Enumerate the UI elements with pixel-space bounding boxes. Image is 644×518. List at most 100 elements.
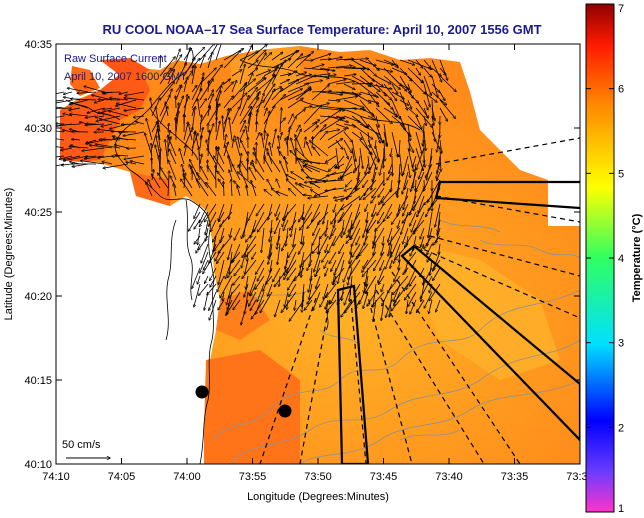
current-vector <box>325 219 329 236</box>
current-vector <box>300 211 313 230</box>
current-vector <box>411 171 417 191</box>
current-vector <box>304 195 313 196</box>
current-vector <box>301 219 305 244</box>
current-vector <box>213 235 217 252</box>
current-vector <box>255 53 266 69</box>
current-vector <box>101 123 113 127</box>
current-vector <box>373 283 377 307</box>
current-vector <box>287 98 303 109</box>
current-vector <box>390 147 392 157</box>
current-vector <box>391 131 398 157</box>
current-vector <box>206 182 217 197</box>
current-vector <box>351 227 361 247</box>
current-vector <box>348 211 361 232</box>
current-vector <box>311 85 329 101</box>
current-vector <box>100 119 121 125</box>
current-vector <box>344 211 353 235</box>
current-vector <box>341 187 361 201</box>
current-vector <box>247 73 253 85</box>
current-vector <box>183 77 188 93</box>
current-vector <box>375 139 376 148</box>
current-vector <box>335 195 353 201</box>
current-vector <box>331 227 337 236</box>
current-vector <box>159 57 175 77</box>
current-vector <box>110 123 129 129</box>
current-vector <box>92 95 113 101</box>
current-vector <box>375 67 393 72</box>
current-vector <box>96 116 105 118</box>
current-vector <box>233 299 241 310</box>
current-vector <box>356 171 369 189</box>
current-vector <box>407 123 410 141</box>
current-vector <box>431 107 435 121</box>
current-vector <box>359 115 369 127</box>
current-vector <box>268 283 273 296</box>
current-vector <box>327 57 342 61</box>
current-vector <box>253 153 265 173</box>
current-vector <box>303 161 329 165</box>
y-tick-label: 40:15 <box>24 375 52 387</box>
current-vector <box>372 291 385 307</box>
current-vector <box>437 171 441 181</box>
current-vector <box>237 186 241 197</box>
current-vector <box>331 291 337 304</box>
current-vector <box>176 118 177 141</box>
current-vector <box>239 130 244 141</box>
current-vector <box>263 267 273 291</box>
current-vector <box>351 75 371 87</box>
current-vector <box>241 219 249 239</box>
current-vector <box>348 267 353 285</box>
current-vector <box>230 227 233 237</box>
current-vector <box>206 140 208 149</box>
current-vector <box>335 59 354 60</box>
current-vector <box>391 75 407 91</box>
current-vector <box>223 79 230 85</box>
current-vector <box>343 99 364 108</box>
current-vector <box>227 259 241 278</box>
current-vector <box>247 68 258 77</box>
current-vector <box>303 122 317 133</box>
current-vector <box>367 291 377 306</box>
current-vector <box>70 114 89 117</box>
current-vector <box>159 107 168 125</box>
current-vector <box>380 155 385 175</box>
current-vector <box>199 54 205 69</box>
current-vector <box>345 179 353 187</box>
current-vector <box>119 91 129 94</box>
current-vector <box>234 227 241 240</box>
current-vector <box>277 235 281 245</box>
current-vector <box>279 89 302 101</box>
current-vector <box>325 243 329 253</box>
current-vector <box>279 108 282 133</box>
current-vector <box>69 107 81 110</box>
current-vector <box>214 156 225 173</box>
current-vector <box>247 45 267 61</box>
current-vector <box>396 179 401 195</box>
current-vector <box>364 187 369 196</box>
current-vector <box>183 94 187 117</box>
surface-current-vectors <box>56 44 457 325</box>
current-vector <box>188 124 193 141</box>
current-vector <box>403 267 409 275</box>
current-vector <box>303 106 312 108</box>
current-vector <box>56 108 73 109</box>
current-vector <box>238 137 241 149</box>
x-tick-label: 74:00 <box>173 471 201 483</box>
current-vector <box>340 203 353 221</box>
x-tick-label: 74:05 <box>108 471 136 483</box>
current-vector <box>293 227 297 247</box>
current-vector <box>367 139 379 162</box>
current-vector <box>85 156 97 157</box>
current-vector <box>363 187 377 200</box>
current-vector <box>156 135 161 157</box>
current-vector <box>372 203 377 217</box>
y-tick-label: 40:25 <box>24 207 52 219</box>
current-vector <box>383 235 384 245</box>
current-vector <box>84 86 105 93</box>
current-vector <box>387 211 393 219</box>
y-tick-label: 40:35 <box>24 39 52 51</box>
current-vector <box>433 267 441 281</box>
current-vector <box>416 147 425 170</box>
current-vector <box>399 123 411 137</box>
current-vector <box>219 211 225 222</box>
